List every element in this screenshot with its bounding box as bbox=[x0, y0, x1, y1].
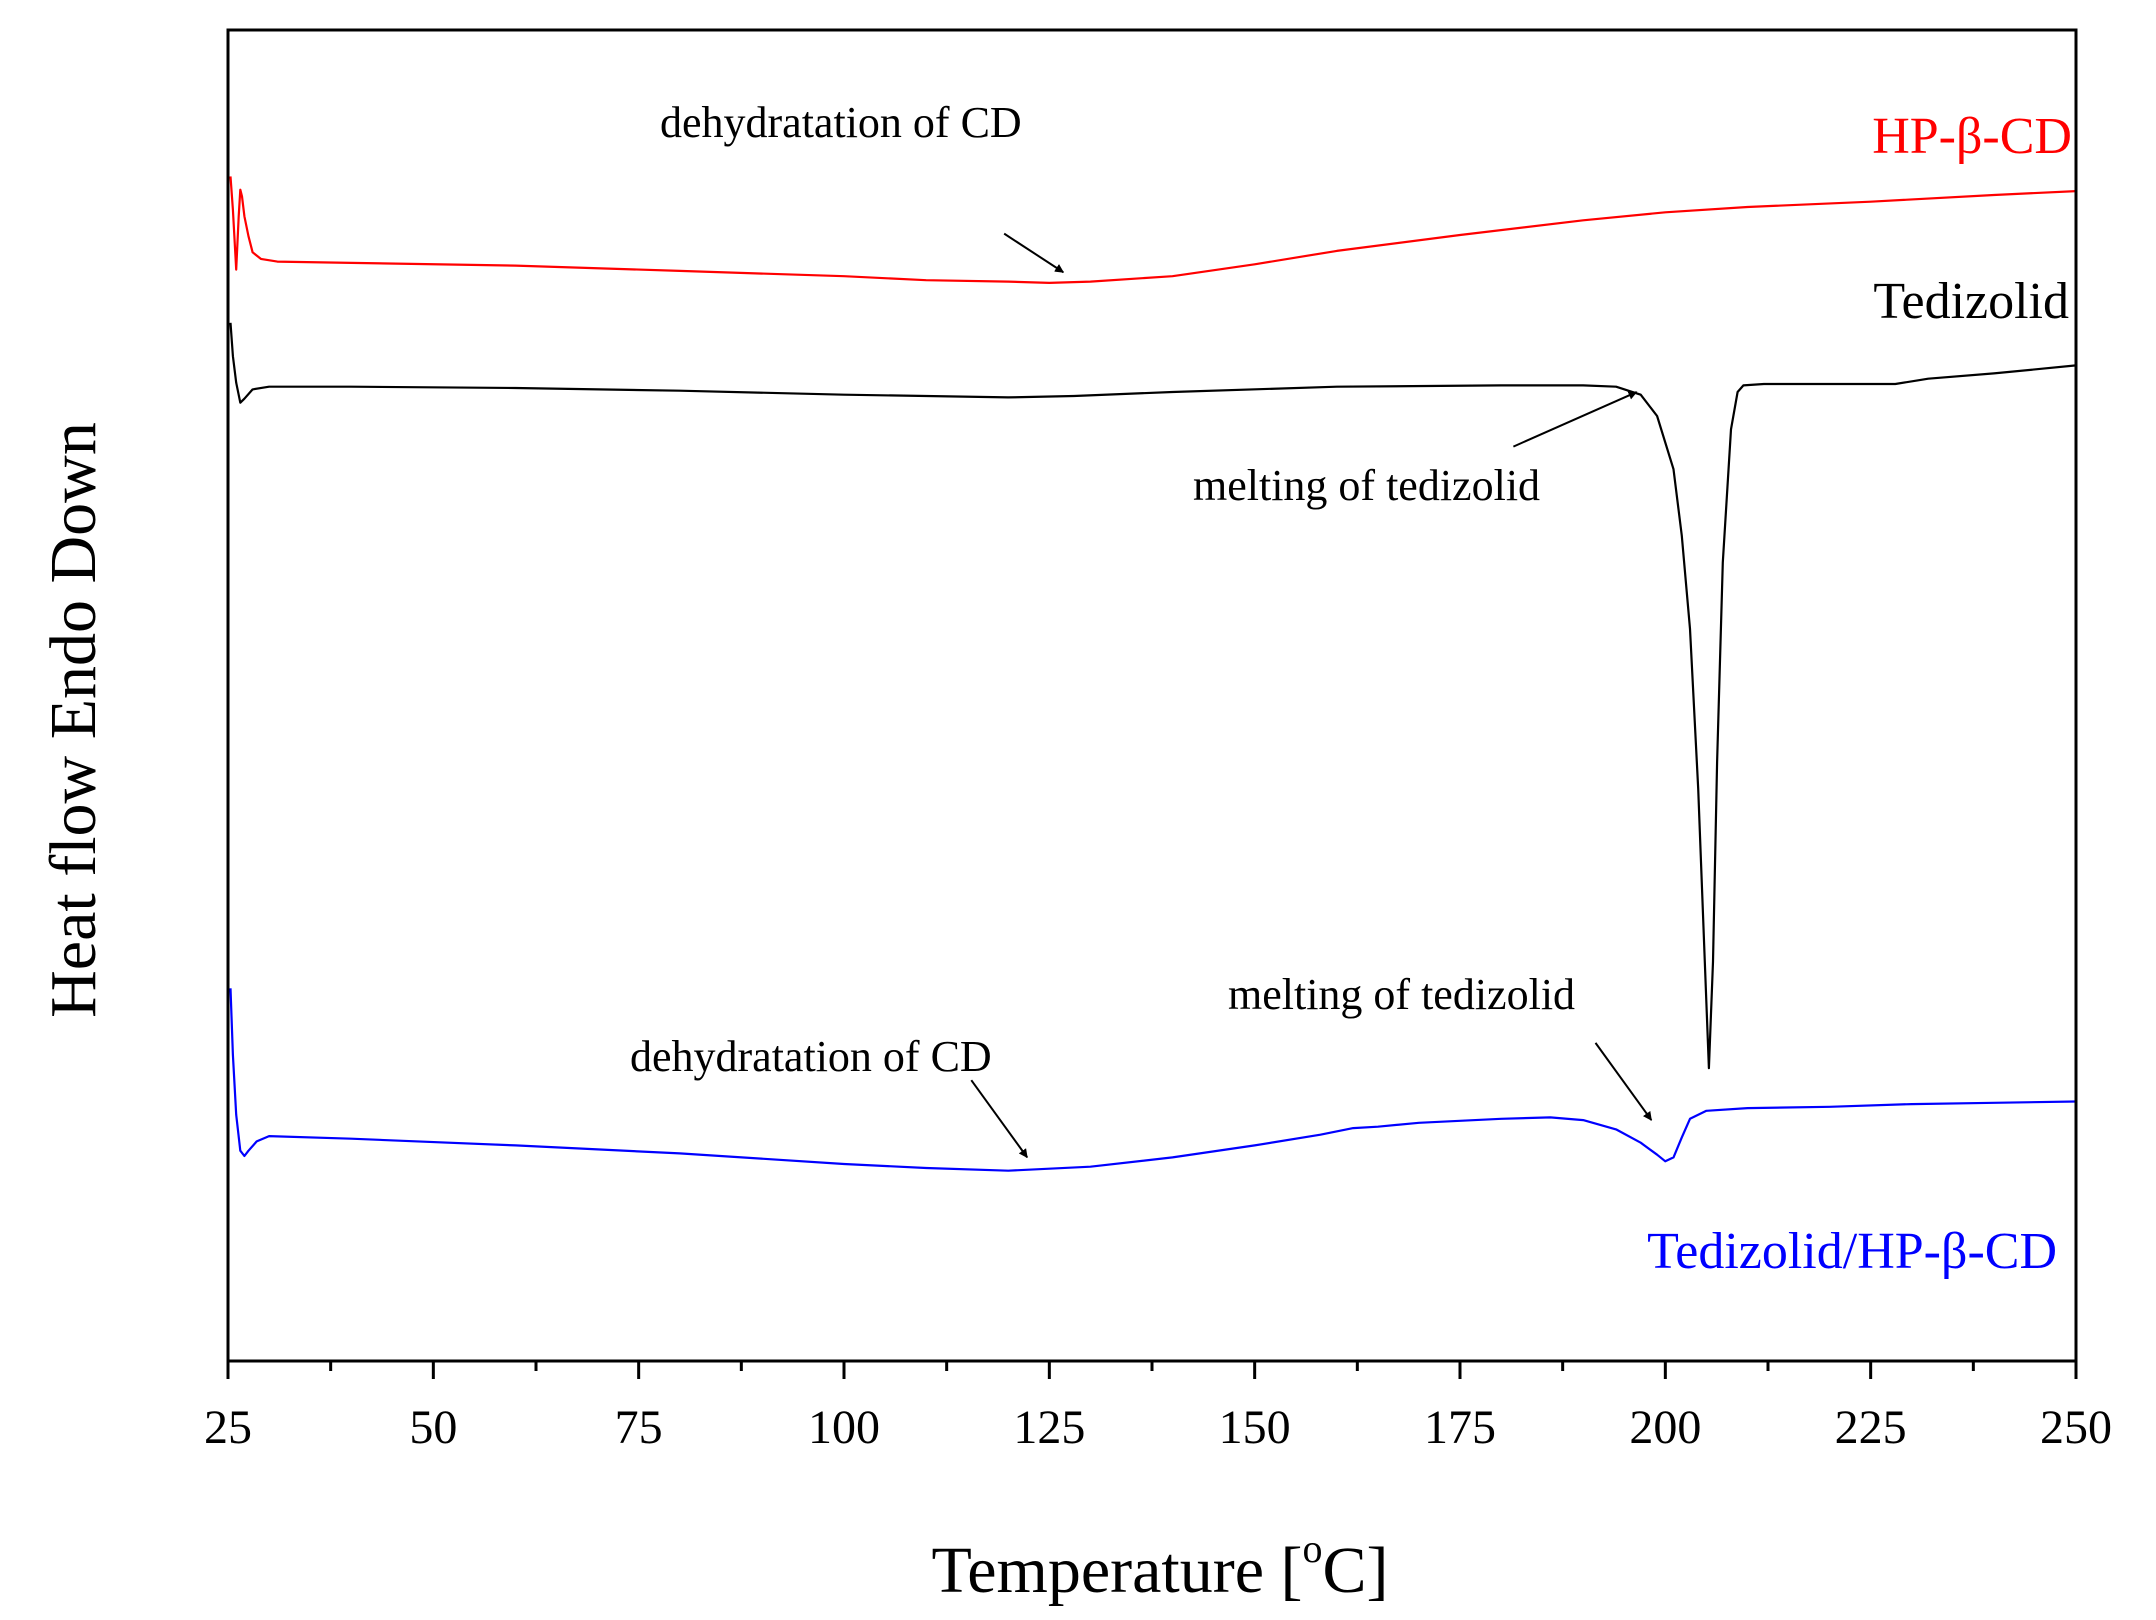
annotation-dehydratation-hp-beta-cd: dehydratation of CD bbox=[660, 98, 1022, 147]
annotation-melting-complex: melting of tedizolid bbox=[1228, 970, 1575, 1019]
series-line-1 bbox=[229, 322, 2077, 1070]
x-tick-label: 225 bbox=[1835, 1401, 1907, 1454]
x-tick-label: 250 bbox=[2040, 1401, 2112, 1454]
series-label-hp-beta-cd: HP-β-CD bbox=[1872, 108, 2072, 165]
plot-area-frame bbox=[226, 28, 2078, 1363]
series-label-tedizolid-hp-beta-cd: Tedizolid/HP-β-CD bbox=[1647, 1223, 2057, 1280]
x-axis-label-degree: o bbox=[1303, 1526, 1323, 1571]
annotation-dehydratation-complex: dehydratation of CD bbox=[630, 1032, 992, 1081]
x-axis-label-unit: C] bbox=[1323, 1534, 1389, 1607]
annotation-arrow-3 bbox=[1594, 1042, 1653, 1121]
annotation-arrow-1 bbox=[1512, 391, 1638, 448]
x-axis-tick-labels: 25 50 75 100 125 150 175 200 225 250 bbox=[204, 1401, 2112, 1454]
x-tick-label: 125 bbox=[1013, 1401, 1085, 1454]
x-axis-label: Temperature [oC] bbox=[932, 1526, 1389, 1607]
x-tick-label: 175 bbox=[1424, 1401, 1496, 1454]
x-tick-label: 100 bbox=[808, 1401, 880, 1454]
series-label-tedizolid: Tedizolid bbox=[1873, 273, 2069, 330]
x-tick-label: 200 bbox=[1629, 1401, 1701, 1454]
series-layer bbox=[229, 176, 2077, 1172]
series-line-0 bbox=[229, 176, 2077, 284]
x-tick-label: 75 bbox=[615, 1401, 663, 1454]
x-tick-label: 150 bbox=[1219, 1401, 1291, 1454]
series-line-2 bbox=[229, 988, 2077, 1172]
x-tick-label: 25 bbox=[204, 1401, 252, 1454]
x-axis-label-main: Temperature [ bbox=[932, 1534, 1303, 1607]
annotation-layer bbox=[970, 232, 1653, 1159]
x-axis-ticks bbox=[226, 1361, 2078, 1379]
annotation-arrow-2 bbox=[970, 1079, 1028, 1159]
y-axis-label: Heat flow Endo Down bbox=[37, 422, 110, 1018]
annotation-arrow-0 bbox=[1003, 232, 1065, 274]
x-tick-label: 50 bbox=[409, 1401, 457, 1454]
annotation-melting-tedizolid: melting of tedizolid bbox=[1193, 461, 1540, 510]
